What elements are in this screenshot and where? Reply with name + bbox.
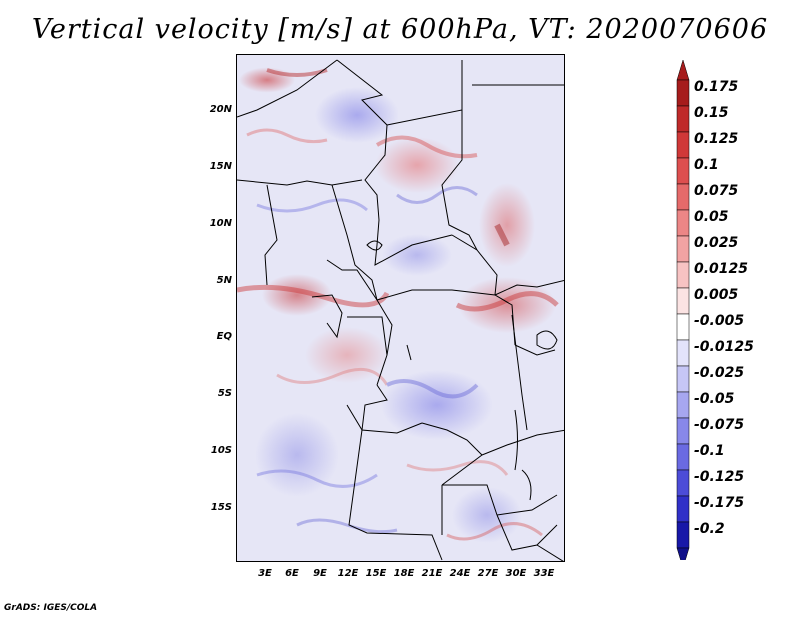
colorbar-label: 0.05 <box>694 209 729 225</box>
lon-label: 3E <box>258 568 272 579</box>
lon-label: 30E <box>505 568 527 579</box>
colorbar-label: 0.125 <box>694 131 739 147</box>
lat-label: EQ <box>216 331 232 342</box>
colorbar-segment <box>676 443 690 471</box>
lat-label: 10N <box>209 218 232 229</box>
colorbar-segment <box>676 157 690 185</box>
colorbar-segment <box>676 209 690 237</box>
grads-credit: GrADS: IGES/COLA <box>4 603 98 613</box>
colorbar-label: 0.025 <box>694 235 739 251</box>
lon-label: 6E <box>285 568 299 579</box>
colorbar-label: 0.175 <box>694 79 739 95</box>
colorbar-label: 0.15 <box>694 105 729 121</box>
colorbar-segment <box>676 261 690 289</box>
lat-label: 5N <box>216 275 232 286</box>
map-plot-area <box>236 54 565 562</box>
lon-label: 15E <box>365 568 387 579</box>
colorbar-label: -0.0125 <box>694 339 754 355</box>
lon-label: 12E <box>337 568 359 579</box>
colorbar-segment <box>676 79 690 107</box>
lon-label: 27E <box>477 568 499 579</box>
colorbar-segment <box>676 521 690 549</box>
colorbar-label: -0.05 <box>694 391 735 407</box>
colorbar-label: -0.2 <box>694 521 725 537</box>
colorbar-label: -0.125 <box>694 469 745 485</box>
colorbar-label: -0.1 <box>694 443 725 459</box>
colorbar-segment <box>676 391 690 419</box>
map-title: Vertical velocity [m/s] at 600hPa, VT: 2… <box>31 14 769 45</box>
colorbar-segment <box>676 131 690 159</box>
colorbar-segment <box>676 313 690 341</box>
lon-label: 18E <box>393 568 415 579</box>
colorbar-label: -0.075 <box>694 417 745 433</box>
colorbar-cap-bottom <box>676 547 690 560</box>
lat-label: 15N <box>209 161 232 172</box>
colorbar-cap-top <box>676 60 690 81</box>
colorbar-segment <box>676 365 690 393</box>
colorbar-segment <box>676 417 690 445</box>
colorbar-label: 0.005 <box>694 287 739 303</box>
lat-label: 15S <box>210 502 232 513</box>
colorbar-label: 0.075 <box>694 183 739 199</box>
colorbar-segment <box>676 287 690 315</box>
lon-label: 24E <box>449 568 471 579</box>
colorbar-segment <box>676 235 690 263</box>
lat-label: 10S <box>210 445 232 456</box>
lat-label: 20N <box>209 104 232 115</box>
colorbar-segment <box>676 339 690 367</box>
map-overlay <box>237 59 564 561</box>
colorbar-segment <box>676 183 690 211</box>
colorbar-segment <box>676 495 690 523</box>
colorbar <box>676 60 690 560</box>
lake-outlines <box>366 240 558 501</box>
colorbar-label: -0.025 <box>694 365 745 381</box>
country-borders <box>237 59 564 561</box>
colorbar-label: 0.0125 <box>694 261 749 277</box>
colorbar-label: -0.175 <box>694 495 745 511</box>
lon-label: 21E <box>421 568 443 579</box>
field-texture <box>237 68 559 541</box>
colorbar-label: -0.005 <box>694 313 745 329</box>
colorbar-segment <box>676 469 690 497</box>
colorbar-label: 0.1 <box>694 157 719 173</box>
lon-label: 9E <box>313 568 327 579</box>
lat-label: 5S <box>217 388 232 399</box>
lon-label: 33E <box>533 568 555 579</box>
colorbar-segment <box>676 105 690 133</box>
